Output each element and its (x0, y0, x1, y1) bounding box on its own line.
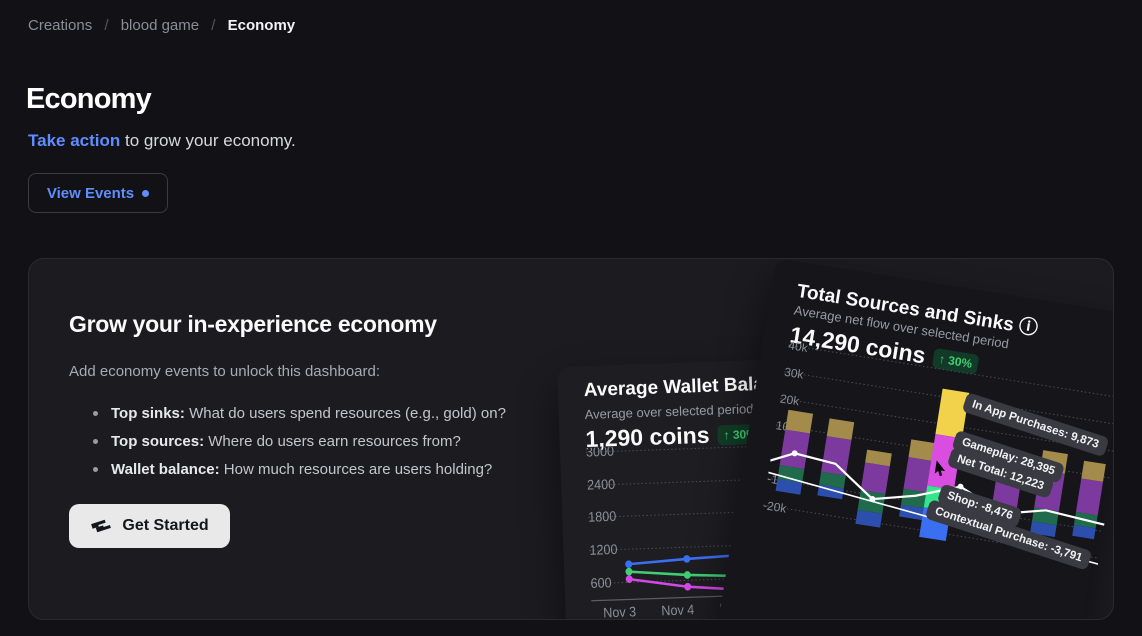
svg-text:1200: 1200 (589, 541, 618, 558)
svg-text:20k: 20k (779, 391, 801, 408)
svg-text:-20k: -20k (762, 498, 788, 516)
svg-text:2400: 2400 (587, 476, 616, 493)
svg-text:1800: 1800 (588, 508, 617, 525)
svg-text:30k: 30k (783, 365, 805, 382)
svg-text:600: 600 (590, 575, 612, 591)
svg-text:40k: 40k (787, 341, 809, 355)
svg-text:Nov 3: Nov 3 (603, 604, 636, 619)
svg-text:Nov 4: Nov 4 (661, 602, 694, 619)
